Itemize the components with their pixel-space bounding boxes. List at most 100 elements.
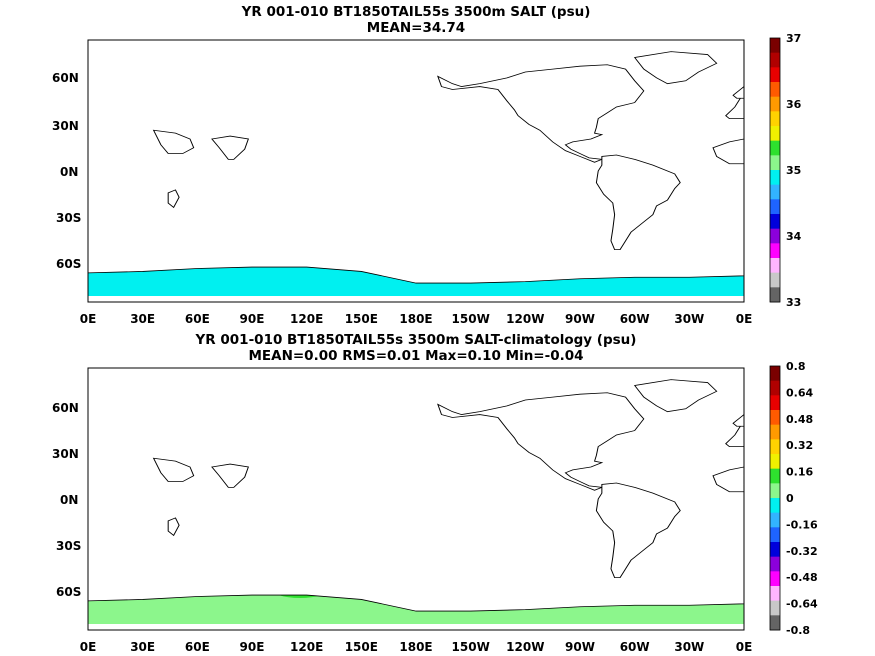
x-tick-label: 0E bbox=[80, 640, 97, 654]
colorbar-segment bbox=[770, 556, 780, 572]
panel-1-mean: MEAN=34.74 bbox=[367, 20, 465, 36]
panel-1-x-axis: 0E 30E 60E 90E 120E 150E 180E 150W 120W 90W 60W 30W… bbox=[80, 312, 753, 326]
colorbar-segment bbox=[770, 258, 780, 274]
x-tick-label: 0E bbox=[80, 312, 97, 326]
x-tick-label: 150W bbox=[452, 312, 490, 326]
panel-1: YR 001-010 BT1850TAIL55s 3500m SALT (psu… bbox=[52, 4, 802, 326]
x-tick-label: 60E bbox=[185, 312, 210, 326]
x-tick-label: 150W bbox=[452, 640, 490, 654]
panel-1-land bbox=[88, 40, 744, 284]
y-tick-60S: 60S bbox=[56, 585, 81, 599]
colorbar-label: -0.16 bbox=[786, 518, 818, 531]
x-tick-label: 180E bbox=[399, 640, 432, 654]
colorbar-frame bbox=[769, 37, 781, 303]
x-tick-label: 120W bbox=[506, 640, 544, 654]
colorbar-segment bbox=[770, 272, 780, 288]
y-tick-60N: 60N bbox=[52, 401, 79, 415]
colorbar-segment bbox=[770, 140, 780, 156]
panel-2-map bbox=[88, 368, 744, 630]
x-tick-label: 120E bbox=[290, 640, 323, 654]
colorbar-label: -0.64 bbox=[786, 598, 818, 611]
colorbar-label: -0.8 bbox=[786, 624, 810, 637]
colorbar-label: 0.16 bbox=[786, 466, 813, 479]
panel-1-title: YR 001-010 BT1850TAIL55s 3500m SALT (psu… bbox=[241, 4, 591, 20]
colorbar-segment bbox=[770, 527, 780, 543]
panel-2-title: YR 001-010 BT1850TAIL55s 3500m SALT-clim… bbox=[195, 332, 637, 348]
colorbar-segment bbox=[770, 184, 780, 200]
colorbar-frame bbox=[769, 365, 781, 631]
colorbar-label: 0.48 bbox=[786, 413, 813, 426]
colorbar-segment bbox=[770, 170, 780, 186]
y-tick-60N: 60N bbox=[52, 71, 79, 85]
panel-2-frame bbox=[87, 367, 745, 631]
y-tick-0N: 0N bbox=[60, 165, 78, 179]
colorbar-label: 37 bbox=[786, 32, 801, 45]
colorbar-segment bbox=[770, 586, 780, 602]
panel-2-stats: MEAN=0.00 RMS=0.01 Max=0.10 Min=-0.04 bbox=[248, 348, 583, 364]
colorbar-segment bbox=[770, 82, 780, 98]
x-tick-label: 60E bbox=[185, 640, 210, 654]
x-tick-label: 60W bbox=[620, 640, 650, 654]
x-tick-label: 30W bbox=[674, 640, 704, 654]
panel-1-map bbox=[88, 40, 744, 302]
colorbar-segment bbox=[770, 287, 780, 303]
x-tick-label: 0E bbox=[736, 312, 753, 326]
colorbar-label: 0 bbox=[786, 492, 794, 505]
colorbar-label: 36 bbox=[786, 98, 802, 111]
x-tick-label: 180E bbox=[399, 312, 432, 326]
x-tick-label: 120W bbox=[506, 312, 544, 326]
x-tick-label: 150E bbox=[345, 312, 378, 326]
panel-2: YR 001-010 BT1850TAIL55s 3500m SALT-clim… bbox=[52, 332, 818, 654]
colorbar-segment bbox=[770, 424, 780, 440]
y-tick-30N: 30N bbox=[52, 119, 79, 133]
y-tick-0N: 0N bbox=[60, 493, 78, 507]
colorbar-segment bbox=[770, 155, 780, 171]
x-tick-label: 0E bbox=[736, 640, 753, 654]
colorbar-segment bbox=[770, 67, 780, 83]
panel-2-land bbox=[88, 368, 744, 612]
x-tick-label: 30E bbox=[130, 312, 155, 326]
x-tick-label: 90E bbox=[240, 312, 265, 326]
colorbar-label: -0.48 bbox=[786, 571, 818, 584]
colorbar-label: 0.8 bbox=[786, 360, 806, 373]
colorbar-segment bbox=[770, 512, 780, 528]
colorbar-segment bbox=[770, 366, 780, 382]
colorbar-segment bbox=[770, 600, 780, 616]
colorbar-segment bbox=[770, 483, 780, 499]
colorbar-label: 33 bbox=[786, 296, 801, 309]
panel-1-colorbar: 37 36 35 34 33 bbox=[769, 32, 802, 309]
colorbar-segment bbox=[770, 542, 780, 558]
panel-1-frame bbox=[87, 39, 745, 303]
x-tick-label: 90W bbox=[565, 640, 595, 654]
x-tick-label: 150E bbox=[345, 640, 378, 654]
y-tick-30S: 30S bbox=[56, 211, 81, 225]
panel-2-colorbar: 0.8 0.64 0.48 0.32 0.16 0 -0.16 -0.32 -0.48 -0.64… bbox=[769, 360, 818, 637]
colorbar-segment bbox=[770, 395, 780, 411]
y-tick-30N: 30N bbox=[52, 447, 79, 461]
colorbar-segment bbox=[770, 498, 780, 514]
colorbar-segment bbox=[770, 38, 780, 54]
colorbar-segment bbox=[770, 571, 780, 587]
panel-2-y-axis: 60N 30N 0N 30S 60S bbox=[52, 401, 81, 599]
colorbar-segment bbox=[770, 410, 780, 426]
colorbar-segment bbox=[770, 615, 780, 631]
colorbar-segment bbox=[770, 439, 780, 455]
colorbar-segment bbox=[770, 468, 780, 484]
colorbar-label: 0.64 bbox=[786, 386, 813, 399]
colorbar-segment bbox=[770, 96, 780, 112]
colorbar-segment bbox=[770, 454, 780, 470]
colorbar-label: 0.32 bbox=[786, 439, 813, 452]
colorbar-label: 34 bbox=[786, 230, 802, 243]
x-tick-label: 30E bbox=[130, 640, 155, 654]
x-tick-label: 90E bbox=[240, 640, 265, 654]
colorbar-segment bbox=[770, 111, 780, 127]
x-tick-label: 90W bbox=[565, 312, 595, 326]
panel-1-y-axis: 60N 30N 0N 30S 60S bbox=[52, 71, 81, 271]
colorbar-segment bbox=[770, 214, 780, 230]
colorbar-segment bbox=[770, 228, 780, 244]
y-tick-30S: 30S bbox=[56, 539, 81, 553]
y-tick-60S: 60S bbox=[56, 257, 81, 271]
colorbar-segment bbox=[770, 243, 780, 259]
colorbar-segment bbox=[770, 126, 780, 142]
